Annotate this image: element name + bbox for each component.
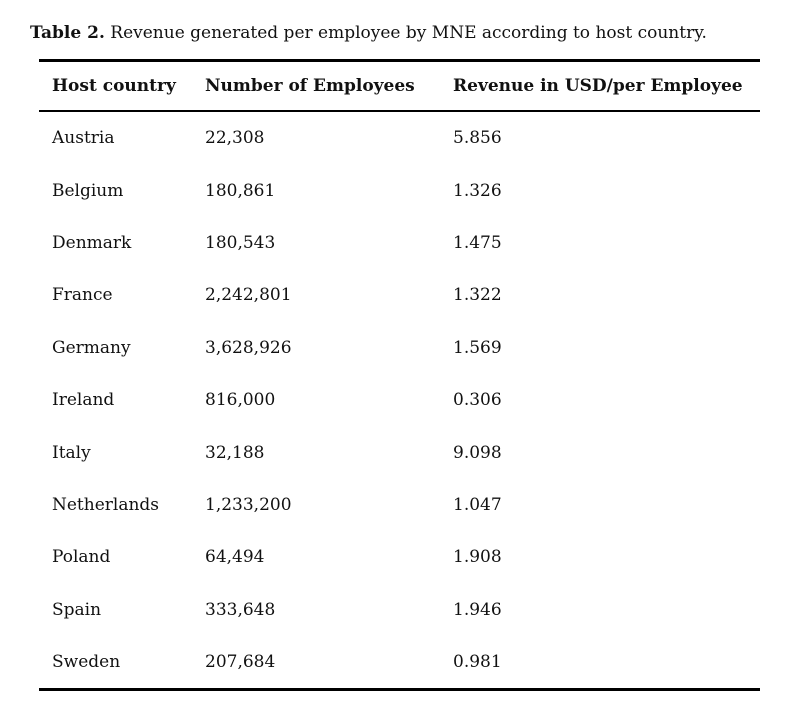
cell-host-country: Italy (52, 442, 91, 463)
cell-host-country: Denmark (52, 232, 132, 253)
cell-employees: 816,000 (205, 390, 276, 411)
cell-host-country: Netherlands (52, 494, 160, 515)
cell-employees: 180,861 (205, 180, 276, 201)
table-row: Germany 3,628,926 1.569 (39, 322, 760, 374)
table-header-row: Host country Number of Employees Revenue… (39, 62, 760, 110)
cell-host-country: Belgium (52, 180, 124, 201)
cell-revenue: 1.908 (453, 547, 502, 568)
cell-host-country: France (52, 285, 113, 306)
cell-revenue: 9.098 (453, 442, 502, 463)
column-header-number-of-employees: Number of Employees (205, 76, 415, 96)
data-table: Host country Number of Employees Revenue… (39, 59, 760, 692)
table-header-rule (39, 110, 760, 112)
table-caption-label: Table 2. (30, 23, 105, 43)
cell-host-country: Spain (52, 599, 102, 620)
cell-host-country: Sweden (52, 652, 121, 673)
table-caption: Table 2. Revenue generated per employee … (0, 0, 788, 46)
column-header-revenue-per-employee: Revenue in USD/per Employee (453, 76, 743, 96)
table-row: Netherlands 1,233,200 1.047 (39, 479, 760, 531)
table-row: Ireland 816,000 0.306 (39, 374, 760, 426)
cell-host-country: Germany (52, 337, 131, 358)
table-row: Sweden 207,684 0.981 (39, 636, 760, 688)
cell-host-country: Austria (52, 128, 115, 149)
cell-host-country: Poland (52, 547, 111, 568)
cell-revenue: 1.569 (453, 337, 502, 358)
cell-employees: 22,308 (205, 128, 265, 149)
cell-revenue: 5.856 (453, 128, 502, 149)
cell-host-country: Ireland (52, 390, 115, 411)
cell-employees: 1,233,200 (205, 494, 292, 515)
table-bottom-rule (39, 688, 760, 692)
cell-revenue: 0.306 (453, 390, 502, 411)
cell-employees: 32,188 (205, 442, 265, 463)
table-row: Denmark 180,543 1.475 (39, 217, 760, 269)
cell-employees: 180,543 (205, 232, 276, 253)
cell-revenue: 1.326 (453, 180, 502, 201)
table-row: France 2,242,801 1.322 (39, 269, 760, 321)
cell-revenue: 1.322 (453, 285, 502, 306)
cell-revenue: 1.047 (453, 494, 502, 515)
cell-revenue: 1.946 (453, 599, 502, 620)
table-row: Spain 333,648 1.946 (39, 584, 760, 636)
cell-employees: 333,648 (205, 599, 276, 620)
table-top-rule (39, 59, 760, 62)
table-row: Austria 22,308 5.856 (39, 112, 760, 164)
table-row: Belgium 180,861 1.326 (39, 164, 760, 216)
cell-employees: 2,242,801 (205, 285, 292, 306)
table-caption-text: Revenue generated per employee by MNE ac… (110, 23, 707, 43)
cell-employees: 3,628,926 (205, 337, 292, 358)
cell-employees: 64,494 (205, 547, 265, 568)
column-header-host-country: Host country (52, 76, 176, 96)
cell-revenue: 0.981 (453, 652, 502, 673)
table-row: Poland 64,494 1.908 (39, 531, 760, 583)
cell-employees: 207,684 (205, 652, 276, 673)
table-row: Italy 32,188 9.098 (39, 426, 760, 478)
cell-revenue: 1.475 (453, 232, 502, 253)
